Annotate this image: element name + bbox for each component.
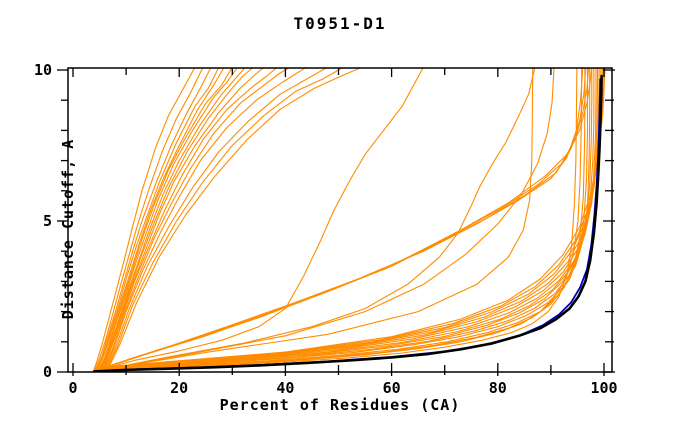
model-mid-02 [98,68,536,372]
x-tick-label: 100 [590,379,617,397]
model-fan-07 [97,68,238,372]
model-right-13 [99,68,605,369]
x-tick-label: 40 [276,379,294,397]
model-curves-layer [92,68,606,372]
y-axis-title: Distance Cutoff, A [59,138,77,320]
plot-border [67,67,613,373]
x-axis-title: Percent of Residues (CA) [219,396,461,414]
y-tick-label: 0 [43,363,52,381]
x-tick-label: 20 [170,379,188,397]
y-tick-label: 10 [34,61,52,79]
model-fan-02 [93,68,204,372]
model-fan-05 [96,68,225,372]
model-fan-11 [101,68,278,372]
model-fan-13 [102,68,307,372]
model-fan-08 [98,68,246,372]
x-tick-label: 60 [383,379,401,397]
model-right-01 [93,68,578,372]
model-right-10 [97,68,600,370]
model-mid-04 [97,68,534,372]
tick-labels-layer: 0 20 40 60 80 100 0 5 10 [34,61,618,397]
model-right-04 [94,68,589,372]
model-right-14 [100,68,606,368]
model-diag-04 [96,68,593,371]
model-right-06 [95,68,593,371]
model-right-08 [96,68,597,370]
model-fan-14 [103,68,328,372]
model-right-07 [96,68,595,371]
axes-frame [57,67,615,376]
y-tick-label: 5 [43,212,52,230]
model-right-03 [93,68,586,372]
model-fan-04 [95,68,220,372]
model-fan-03 [94,68,212,372]
model-right-05 [95,68,591,371]
chart-title: T0951-D1 [293,14,387,33]
model-mid-01 [96,68,424,372]
model-fan-15 [104,68,344,372]
model-fan-01 [92,68,196,372]
best-model-black [92,74,603,372]
x-tick-label: 80 [489,379,507,397]
model-mid-03 [100,68,555,372]
model-fan-09 [99,68,254,372]
model-fan-16 [105,68,362,372]
model-fan-12 [101,68,291,372]
x-tick-label: 0 [68,379,77,397]
model-fan-10 [100,68,264,372]
